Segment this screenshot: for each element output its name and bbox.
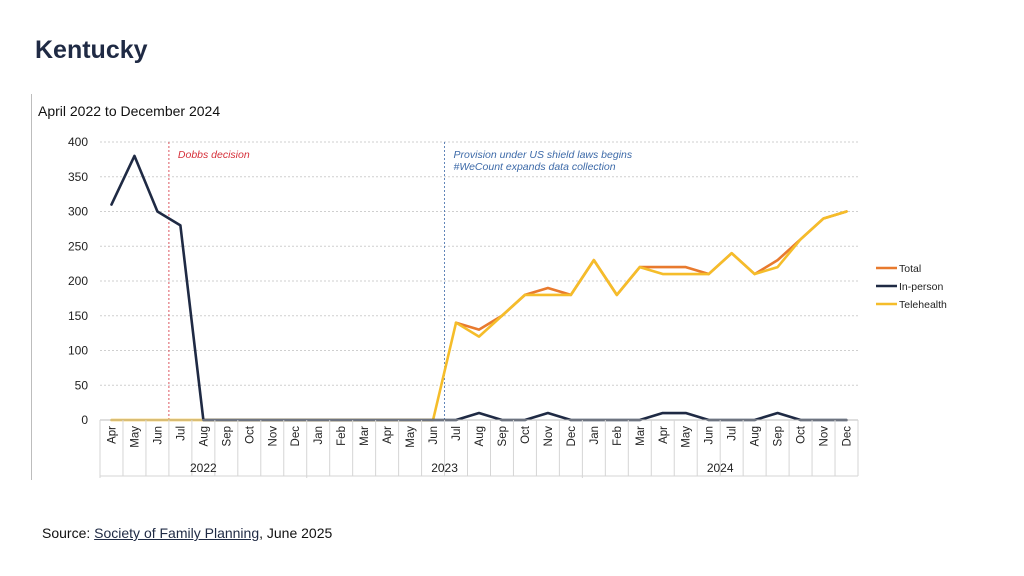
series-lines xyxy=(110,154,848,422)
x-tick-label: Jun xyxy=(152,426,164,445)
x-tick-label: Jul xyxy=(451,426,463,441)
year-label: 2023 xyxy=(431,461,458,475)
page-title: Kentucky xyxy=(35,36,148,64)
x-tick-label: Jun xyxy=(428,426,440,445)
source-link[interactable]: Society of Family Planning xyxy=(94,525,260,541)
x-tick-label: Jan xyxy=(313,426,325,445)
series-line-in-person xyxy=(110,154,848,422)
legend-label: In-person xyxy=(899,281,944,293)
x-tick-label: Dec xyxy=(290,426,302,447)
year-label: 2024 xyxy=(707,461,734,475)
x-tick-label: Mar xyxy=(635,426,647,446)
x-tick-label: Feb xyxy=(336,426,348,446)
y-tick-label: 150 xyxy=(68,309,88,323)
source-prefix: Source: xyxy=(42,525,95,541)
x-tick-label: May xyxy=(681,426,693,448)
x-tick-label: Sep xyxy=(773,426,785,446)
source-suffix: , June 2025 xyxy=(259,525,333,541)
annotation-text: Dobbs decision xyxy=(178,149,250,161)
legend-label: Telehealth xyxy=(899,299,947,311)
annotation-text: #WeCount expands data collection xyxy=(454,161,616,173)
y-tick-label: 300 xyxy=(68,205,88,219)
annotation-text: Provision under US shield laws begins xyxy=(454,149,633,161)
annotations: Dobbs decision Provision under US shield … xyxy=(168,142,633,420)
y-tick-label: 200 xyxy=(68,274,88,288)
line-chart: April 2022 to December 2024 0 50 100 150 200… xyxy=(38,103,947,478)
x-tick-label: Apr xyxy=(658,426,670,444)
x-tick-label: May xyxy=(129,426,141,448)
x-tick-label: Nov xyxy=(819,426,831,447)
x-tick-label: Oct xyxy=(520,425,532,444)
y-tick-label: 400 xyxy=(68,135,88,149)
y-axis: 0 50 100 150 200 250 300 350 400 xyxy=(68,135,88,427)
x-tick-label: Nov xyxy=(267,426,279,447)
x-tick-label: Oct xyxy=(244,425,256,444)
x-tick-label: Aug xyxy=(474,426,486,446)
x-tick-label: Feb xyxy=(612,426,624,446)
chart-panel-border xyxy=(31,94,32,480)
y-tick-label: 350 xyxy=(68,170,88,184)
x-tick-label: Apr xyxy=(382,426,394,444)
x-tick-label: Nov xyxy=(543,426,555,447)
x-tick-label: Dec xyxy=(566,426,578,447)
x-tick-label: May xyxy=(405,426,417,448)
y-tick-label: 250 xyxy=(68,239,88,253)
source-note: Source: Society of Family Planning, June… xyxy=(42,525,332,541)
x-tick-label: Jul xyxy=(727,426,739,441)
y-tick-label: 0 xyxy=(81,413,88,427)
x-axis: Apr May Jun Jul Aug Sep Oct Nov Dec Jan Feb Mar Apr M… xyxy=(99,419,859,478)
x-tick-label: Dec xyxy=(842,426,854,447)
x-tick-label: Aug xyxy=(750,426,762,446)
x-tick-label: Jan xyxy=(589,426,601,445)
x-tick-label: Aug xyxy=(198,426,210,446)
x-tick-label: Jul xyxy=(175,426,187,441)
x-tick-label: Jun xyxy=(704,426,716,445)
year-label: 2022 xyxy=(190,461,217,475)
x-tick-label: Oct xyxy=(796,425,808,444)
legend: Total In-person Telehealth xyxy=(876,263,947,311)
x-tick-label: Sep xyxy=(221,426,233,446)
x-tick-label: Sep xyxy=(497,426,509,446)
y-tick-label: 100 xyxy=(68,344,88,358)
chart-title: April 2022 to December 2024 xyxy=(38,103,220,119)
x-tick-label: Mar xyxy=(359,426,371,446)
y-tick-label: 50 xyxy=(75,378,89,392)
legend-label: Total xyxy=(899,263,921,275)
x-tick-label: Apr xyxy=(106,426,118,444)
